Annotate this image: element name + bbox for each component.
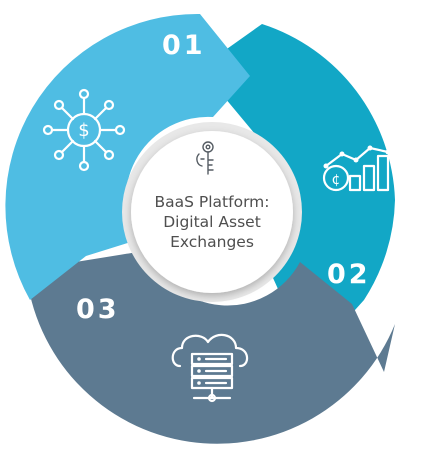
center-title-line-3: Exchanges [170,233,254,251]
dollar-network-icon: $ [42,88,126,172]
segment-01 [5,13,250,300]
center-title-line-2: Digital Asset [163,213,261,231]
svg-text:¢: ¢ [332,172,341,188]
segment-03 [26,250,395,444]
svg-text:$: $ [78,120,89,141]
segment-01-number: 01 [162,30,206,61]
center-title-line-1: BaaS Platform: [155,193,270,211]
coin-growth-chart-icon: ¢ [322,145,391,192]
segment-03-number: 03 [76,294,120,325]
center-hub [122,122,302,302]
cloud-server-icon [171,333,249,403]
key-icon [196,141,214,175]
segment-02-number: 02 [327,259,371,290]
